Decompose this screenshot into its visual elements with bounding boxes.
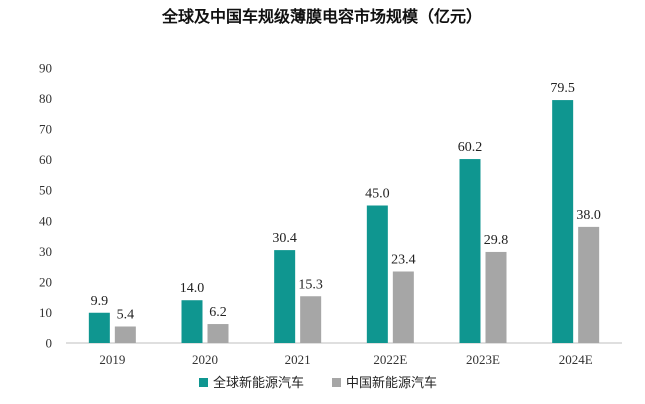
legend-label: 全球新能源汽车 [213,375,304,391]
data-label: 6.2 [209,305,227,320]
y-axis: 0 10 20 30 40 50 60 70 80 90 [39,61,52,351]
legend-swatch [199,378,208,387]
data-label: 5.4 [117,308,135,323]
bar-china-2024E [578,226,600,343]
bar-global-2023E [459,159,481,343]
bar-china-2019 [114,326,136,343]
legend-label: 中国新能源汽车 [346,375,437,391]
bar-global-2021 [274,250,296,343]
data-label: 45.0 [365,187,390,202]
bar-global-2019 [88,312,110,343]
bars [88,100,600,343]
y-tick-label: 60 [39,152,52,167]
data-label: 9.9 [91,294,109,309]
bar-china-2021 [300,296,322,343]
data-labels: 9.9 5.4 14.0 6.2 30.4 15.3 45.0 23.4 60.2 29.8 79.… [91,81,601,322]
x-axis: 2019 2020 2021 2022E 2023E 2024E [66,342,622,367]
legend: 全球新能源汽车 中国新能源汽车 [199,375,437,391]
bar-global-2022E [366,205,388,343]
bar-china-2022E [392,271,414,343]
data-label: 29.8 [484,233,509,248]
y-tick-label: 10 [39,305,52,320]
bar-china-2020 [207,324,229,343]
y-tick-label: 70 [39,122,52,137]
y-tick-label: 20 [39,274,52,289]
data-label: 60.2 [458,140,483,155]
y-tick-label: 0 [46,336,53,351]
data-label: 14.0 [180,281,205,296]
y-tick-label: 30 [39,244,52,259]
data-label: 15.3 [298,277,323,292]
x-tick-label: 2022E [373,352,407,367]
y-tick-label: 50 [39,183,52,198]
x-tick-label: 2020 [192,352,218,367]
legend-swatch [332,378,341,387]
data-label: 23.4 [391,253,416,268]
x-tick-label: 2023E [466,352,500,367]
x-tick-label: 2019 [99,352,125,367]
bar-china-2023E [485,251,507,343]
bar-global-2024E [552,100,574,343]
data-label: 30.4 [272,231,297,246]
bar-global-2020 [181,300,203,343]
y-tick-label: 40 [39,213,52,228]
y-tick-label: 80 [39,91,52,106]
y-tick-label: 90 [39,61,52,76]
x-tick-label: 2024E [559,352,593,367]
x-tick-label: 2021 [285,352,311,367]
chart-title: 全球及中国车规级薄膜电容市场规模（亿元） [161,7,482,26]
data-label: 79.5 [550,81,575,96]
data-label: 38.0 [576,208,601,223]
